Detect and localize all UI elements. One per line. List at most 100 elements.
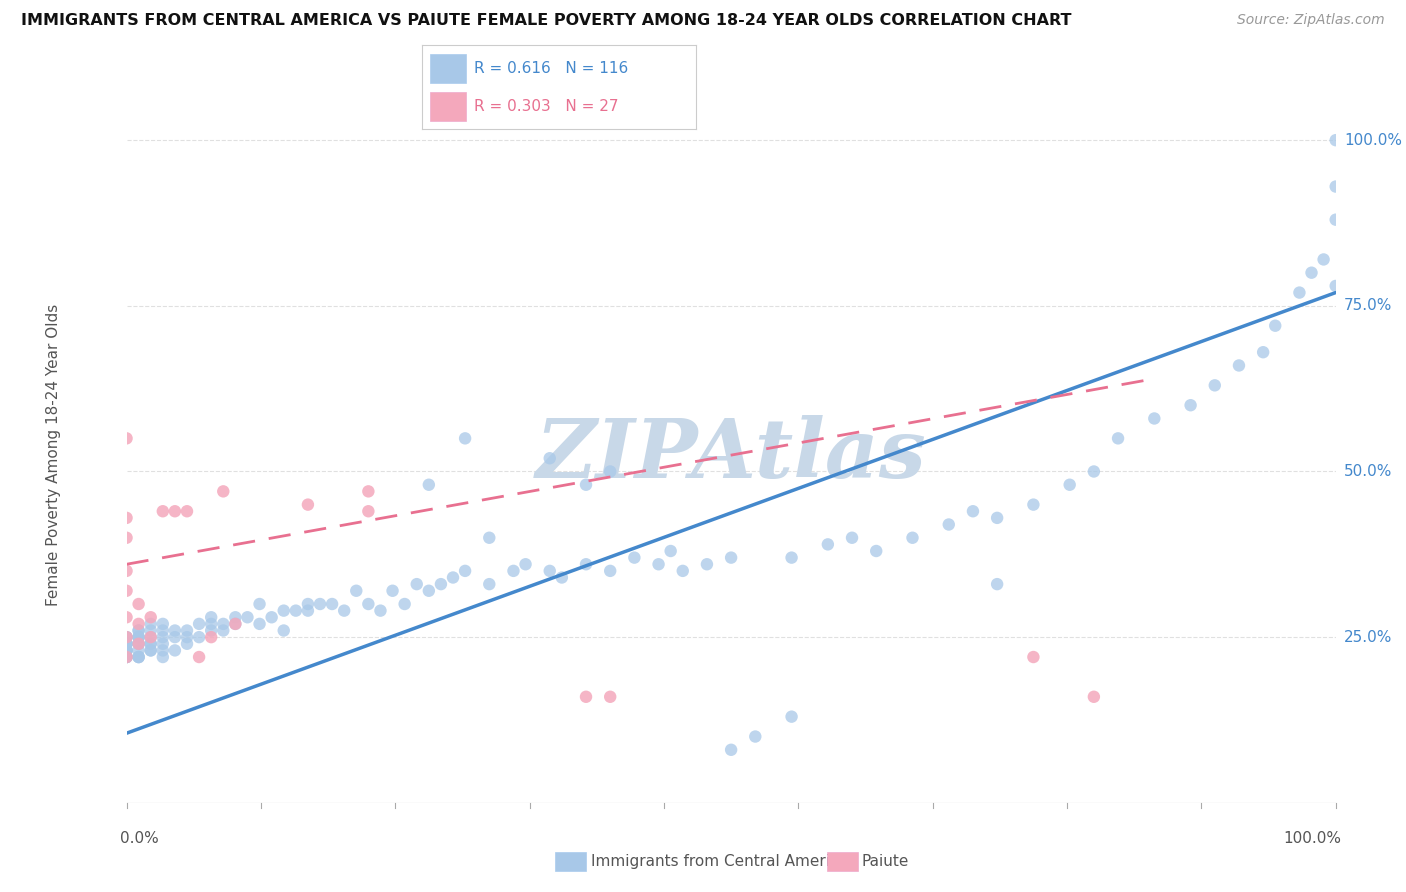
Point [128, 630, 150, 644]
Point [139, 624, 162, 638]
Point [176, 630, 198, 644]
Point [152, 616, 174, 631]
Point [1227, 359, 1250, 373]
Point [1324, 133, 1347, 147]
Point [297, 604, 319, 618]
Point [115, 650, 138, 665]
Point [260, 610, 283, 624]
Point [128, 637, 150, 651]
Point [128, 650, 150, 665]
Point [139, 616, 162, 631]
Point [986, 577, 1008, 591]
Point [273, 624, 295, 638]
Point [128, 630, 150, 644]
Point [176, 504, 198, 518]
Point [901, 531, 924, 545]
Point [115, 637, 138, 651]
Point [224, 610, 246, 624]
Point [381, 583, 404, 598]
Point [128, 637, 150, 651]
Point [115, 564, 138, 578]
Text: Immigrants from Central America: Immigrants from Central America [591, 855, 848, 869]
Bar [430, 54, 465, 83]
Point [394, 597, 416, 611]
Point [128, 597, 150, 611]
Point [333, 604, 356, 618]
Text: 0.0%: 0.0% [121, 830, 159, 846]
Point [115, 531, 138, 545]
Point [152, 624, 174, 638]
Point [176, 624, 198, 638]
Point [115, 643, 138, 657]
Point [478, 531, 501, 545]
Point [454, 564, 477, 578]
Point [115, 630, 138, 644]
Point [188, 630, 211, 644]
Point [212, 624, 235, 638]
Point [284, 604, 307, 618]
Point [128, 650, 150, 665]
Point [163, 643, 186, 657]
Point [236, 610, 259, 624]
Point [418, 583, 440, 598]
Point [780, 709, 803, 723]
Point [515, 558, 537, 572]
Point [1059, 477, 1081, 491]
Point [986, 511, 1008, 525]
Point [152, 650, 174, 665]
Point [249, 597, 271, 611]
Point [599, 690, 621, 704]
Text: 100.0%: 100.0% [1284, 830, 1341, 846]
Point [357, 504, 380, 518]
Point [115, 643, 138, 657]
Point [115, 650, 138, 665]
Point [370, 604, 392, 618]
Point [696, 558, 718, 572]
Point [1180, 398, 1202, 412]
Point [357, 597, 380, 611]
Point [139, 637, 162, 651]
Text: Source: ZipAtlas.com: Source: ZipAtlas.com [1237, 13, 1385, 28]
Point [115, 637, 138, 651]
Point [1022, 650, 1045, 665]
Point [273, 604, 295, 618]
Point [623, 550, 645, 565]
Point [200, 616, 222, 631]
Point [188, 650, 211, 665]
Point [115, 643, 138, 657]
Point [115, 583, 138, 598]
Point [163, 630, 186, 644]
Point [841, 531, 863, 545]
Text: R = 0.303   N = 27: R = 0.303 N = 27 [474, 99, 619, 114]
Point [297, 597, 319, 611]
Point [152, 643, 174, 657]
Bar [430, 92, 465, 120]
Point [139, 637, 162, 651]
Point [115, 511, 138, 525]
Point [1083, 465, 1105, 479]
Point [128, 637, 150, 651]
Point [139, 630, 162, 644]
Point [659, 544, 682, 558]
Point [1288, 285, 1310, 300]
Point [357, 484, 380, 499]
Point [163, 504, 186, 518]
Point [152, 637, 174, 651]
Point [1312, 252, 1334, 267]
Point [115, 610, 138, 624]
Point [163, 624, 186, 638]
Point [309, 597, 332, 611]
Point [200, 624, 222, 638]
Point [454, 431, 477, 445]
Point [1264, 318, 1286, 333]
Point [441, 570, 464, 584]
Text: Paiute: Paiute [862, 855, 910, 869]
Text: R = 0.616   N = 116: R = 0.616 N = 116 [474, 61, 628, 76]
Text: Female Poverty Among 18-24 Year Olds: Female Poverty Among 18-24 Year Olds [46, 304, 62, 606]
Point [128, 650, 150, 665]
Point [212, 484, 235, 499]
Point [115, 630, 138, 644]
Text: IMMIGRANTS FROM CENTRAL AMERICA VS PAIUTE FEMALE POVERTY AMONG 18-24 YEAR OLDS C: IMMIGRANTS FROM CENTRAL AMERICA VS PAIUT… [21, 13, 1071, 29]
Point [744, 730, 766, 744]
Point [115, 650, 138, 665]
